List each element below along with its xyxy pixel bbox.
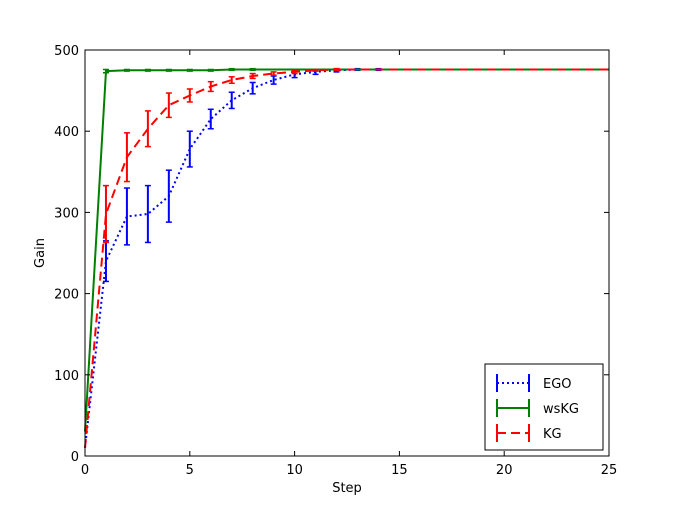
legend: EGO wsKG KG [484,363,604,451]
plot-frame [84,49,610,457]
y-axis-label: Gain [33,238,48,268]
y-tick-label: 500 [54,44,79,59]
legend-label-kg: KG [543,427,562,442]
x-tick-label: 5 [186,463,194,478]
ticks-layer: 0 5 10 15 20 25 0 100 200 300 400 500 [54,44,617,478]
x-tick-label: 15 [391,463,408,478]
series-line-kg [84,68,609,448]
series-kg [84,67,609,448]
x-axis-label: Step [332,481,362,496]
y-tick-label: 400 [54,125,79,140]
y-tick-label: 100 [54,369,79,384]
x-tick-label: 0 [81,463,89,478]
y-tick-label: 0 [71,450,79,465]
legend-label-ego: EGO [543,377,572,392]
y-tick-label: 300 [54,206,79,221]
series-layer [84,67,609,449]
x-tick-label: 10 [286,463,303,478]
legend-label-wskg: wsKG [543,402,579,417]
x-tick-label: 20 [496,463,513,478]
legend-entry-wskg: wsKG [496,399,579,417]
x-tick-label: 25 [601,463,618,478]
legend-entry-ego: EGO [496,374,572,392]
legend-entry-kg: KG [496,424,562,442]
y-tick-label: 200 [54,288,79,303]
